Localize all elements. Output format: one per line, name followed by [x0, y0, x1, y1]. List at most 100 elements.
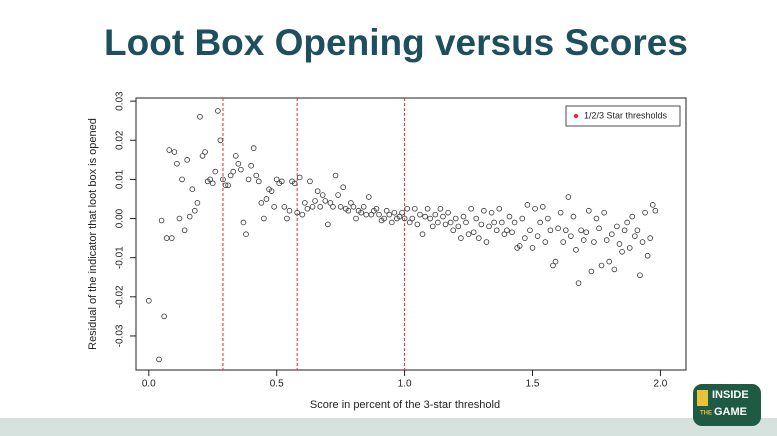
- point: [207, 176, 213, 183]
- point: [614, 223, 620, 230]
- point: [220, 176, 226, 183]
- point: [475, 235, 482, 241]
- point: [483, 239, 490, 245]
- point: [335, 192, 341, 198]
- point: [547, 227, 554, 234]
- point: [186, 213, 193, 220]
- point: [504, 227, 510, 234]
- point: [179, 176, 185, 183]
- point: [358, 209, 364, 216]
- y-tick-label: -0.03: [115, 324, 126, 347]
- logo-badge: [693, 384, 761, 426]
- point: [626, 245, 633, 251]
- point: [235, 160, 242, 167]
- point: [340, 184, 347, 191]
- point: [550, 262, 556, 269]
- point: [621, 227, 628, 234]
- point: [245, 176, 252, 183]
- point: [634, 227, 641, 234]
- point: [501, 231, 508, 237]
- point: [363, 211, 370, 218]
- point: [314, 188, 321, 194]
- point: [429, 223, 436, 230]
- legend-marker: [573, 113, 579, 119]
- point: [440, 213, 446, 220]
- y-tick-label: 0.03: [115, 91, 126, 111]
- point: [496, 205, 503, 212]
- point: [458, 235, 464, 241]
- point: [573, 247, 579, 253]
- footer-strip: [0, 418, 777, 436]
- point: [330, 204, 336, 210]
- chart-title: Loot Box Opening versus Scores: [104, 22, 688, 63]
- point: [145, 297, 152, 304]
- point: [527, 227, 533, 234]
- point: [389, 219, 395, 226]
- point: [542, 239, 549, 245]
- point: [570, 213, 577, 220]
- point: [450, 227, 457, 234]
- point: [509, 229, 515, 236]
- point: [184, 157, 190, 163]
- point: [642, 209, 648, 216]
- point: [222, 182, 229, 189]
- point: [391, 209, 398, 216]
- point: [227, 172, 234, 179]
- point: [435, 219, 441, 226]
- point: [560, 239, 567, 245]
- point: [606, 258, 613, 265]
- point: [557, 209, 564, 216]
- point: [419, 231, 426, 237]
- point: [473, 215, 480, 222]
- point: [337, 204, 344, 210]
- point: [506, 213, 513, 220]
- point: [601, 209, 607, 216]
- x-tick-label: 0.0: [142, 379, 156, 390]
- point: [376, 211, 382, 218]
- point: [432, 211, 439, 218]
- legend-box: [565, 105, 681, 127]
- point: [593, 215, 600, 222]
- point: [591, 239, 597, 245]
- logo-icon: [697, 390, 708, 406]
- point: [511, 219, 518, 226]
- point: [460, 213, 467, 220]
- point: [516, 243, 523, 249]
- point: [580, 237, 587, 243]
- point: [609, 231, 615, 237]
- point: [209, 180, 216, 187]
- point: [253, 172, 260, 179]
- point: [304, 205, 311, 212]
- point: [619, 249, 625, 255]
- point: [232, 153, 239, 159]
- point: [588, 268, 595, 275]
- point: [299, 211, 306, 218]
- point: [568, 233, 574, 239]
- point: [578, 227, 584, 234]
- point: [412, 205, 418, 212]
- point: [463, 219, 469, 226]
- point: [575, 280, 582, 286]
- point: [534, 233, 541, 239]
- point: [255, 178, 262, 185]
- point: [291, 180, 298, 187]
- point: [401, 215, 408, 222]
- point: [447, 219, 454, 226]
- y-tick-label: 0.02: [115, 130, 126, 150]
- point: [302, 200, 308, 206]
- point: [248, 162, 254, 169]
- point: [488, 209, 495, 216]
- point: [532, 205, 538, 212]
- point: [158, 217, 165, 224]
- point: [583, 229, 590, 236]
- point: [552, 258, 559, 265]
- point: [194, 200, 201, 206]
- point: [465, 231, 472, 237]
- point: [261, 215, 267, 222]
- point: [414, 221, 421, 228]
- point: [539, 204, 546, 210]
- point: [181, 227, 188, 234]
- point: [409, 215, 416, 222]
- point: [286, 207, 293, 214]
- point: [171, 149, 178, 155]
